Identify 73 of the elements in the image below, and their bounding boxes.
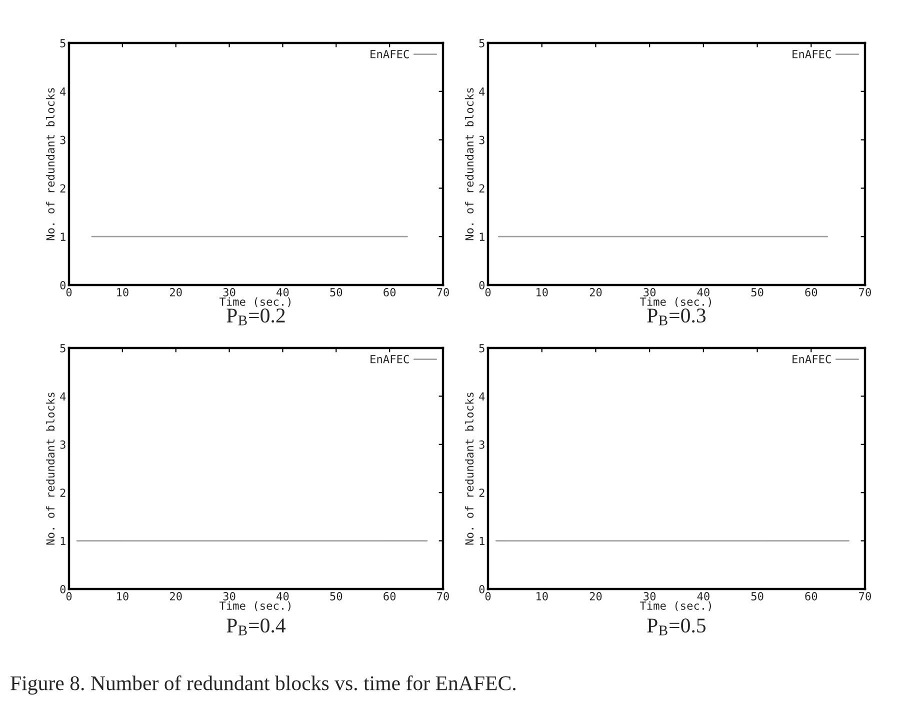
- text: P$_{B}$=0.4: [226, 618, 286, 636]
- y-tick-label: 1: [60, 232, 66, 241]
- x-tick-label: 60: [805, 288, 818, 296]
- legend-label: EnAFEC: [792, 354, 831, 364]
- y-axis-title: No. of redundant blocks: [464, 392, 474, 545]
- x-tick-label: 40: [697, 288, 710, 296]
- y-tick-label: 0: [60, 281, 66, 290]
- x-tick-label: 10: [536, 592, 548, 600]
- legend-label: EnAFEC: [370, 354, 409, 364]
- y-axis-title: No. of redundant blocks: [46, 392, 55, 545]
- x-tick-label: 60: [805, 592, 818, 600]
- x-tick-label: 60: [384, 592, 396, 600]
- y-tick-label: 5: [60, 39, 66, 48]
- x-tick-label: 70: [437, 288, 449, 296]
- y-tick-label: 4: [60, 392, 66, 400]
- text: P$_{B}$=0.5: [647, 618, 706, 636]
- x-tick-label: 30: [644, 592, 656, 600]
- y-tick-label: 3: [479, 440, 484, 449]
- y-tick-label: 1: [60, 536, 66, 546]
- y-tick-label: 2: [479, 184, 484, 192]
- x-tick-label: 0: [485, 288, 491, 296]
- y-axis-title: No. of redundant blocks: [464, 88, 474, 240]
- y-tick-label: 3: [479, 136, 484, 144]
- legend-label: EnAFEC: [370, 50, 409, 58]
- x-tick-label: 40: [276, 592, 289, 600]
- x-tick-label: 10: [117, 592, 128, 600]
- x-tick-label: 10: [536, 288, 548, 296]
- y-tick-label: 5: [479, 344, 484, 352]
- x-tick-label: 70: [437, 592, 449, 600]
- x-tick-label: 0: [66, 592, 72, 600]
- y-tick-label: 2: [60, 488, 66, 497]
- x-tick-label: 50: [330, 288, 342, 296]
- y-tick-label: 0: [60, 585, 66, 594]
- x-tick-label: 30: [644, 288, 656, 296]
- y-tick-label: 0: [479, 585, 484, 594]
- x-tick-label: 70: [859, 592, 871, 600]
- y-tick-label: 2: [479, 488, 484, 497]
- y-tick-label: 4: [479, 392, 485, 400]
- x-tick-label: 50: [751, 592, 764, 600]
- x-tick-label: 10: [117, 288, 128, 296]
- text: P$_{B}$=0.2: [226, 308, 285, 326]
- x-tick-label: 20: [590, 288, 602, 296]
- y-tick-label: 4: [479, 88, 485, 96]
- y-axis-title: No. of redundant blocks: [46, 88, 55, 240]
- y-tick-label: 3: [60, 136, 66, 144]
- x-tick-label: 70: [859, 288, 871, 296]
- y-tick-label: 2: [60, 184, 66, 192]
- y-tick-label: 1: [480, 232, 484, 241]
- x-tick-label: 0: [66, 288, 72, 296]
- x-tick-label: 0: [485, 592, 491, 600]
- y-tick-label: 1: [480, 536, 484, 546]
- x-tick-label: 40: [697, 592, 710, 600]
- x-tick-label: 20: [170, 592, 182, 600]
- y-tick-label: 0: [479, 281, 484, 290]
- x-tick-label: 50: [330, 592, 342, 600]
- y-tick-label: 5: [479, 39, 484, 48]
- x-tick-label: 20: [170, 288, 182, 296]
- x-axis-title: Time (sec.): [219, 601, 290, 612]
- x-axis-title: Time (sec.): [219, 297, 290, 308]
- x-tick-label: 20: [590, 592, 602, 600]
- x-tick-label: 30: [223, 592, 236, 600]
- y-tick-label: 4: [60, 88, 66, 96]
- legend-label: EnAFEC: [792, 50, 831, 58]
- x-tick-label: 30: [223, 288, 236, 296]
- text: P$_{B}$=0.3: [647, 308, 706, 326]
- caption: Figure 8. Number of redundant blocks vs. time for EnAFEC.: [10, 675, 516, 695]
- x-axis-title: Time (sec.): [640, 601, 711, 612]
- x-axis-title: Time (sec.): [640, 297, 711, 308]
- y-tick-label: 5: [60, 344, 66, 352]
- x-tick-label: 40: [276, 288, 289, 296]
- y-tick-label: 3: [60, 440, 66, 449]
- x-tick-label: 60: [384, 288, 396, 296]
- x-tick-label: 50: [751, 288, 764, 296]
